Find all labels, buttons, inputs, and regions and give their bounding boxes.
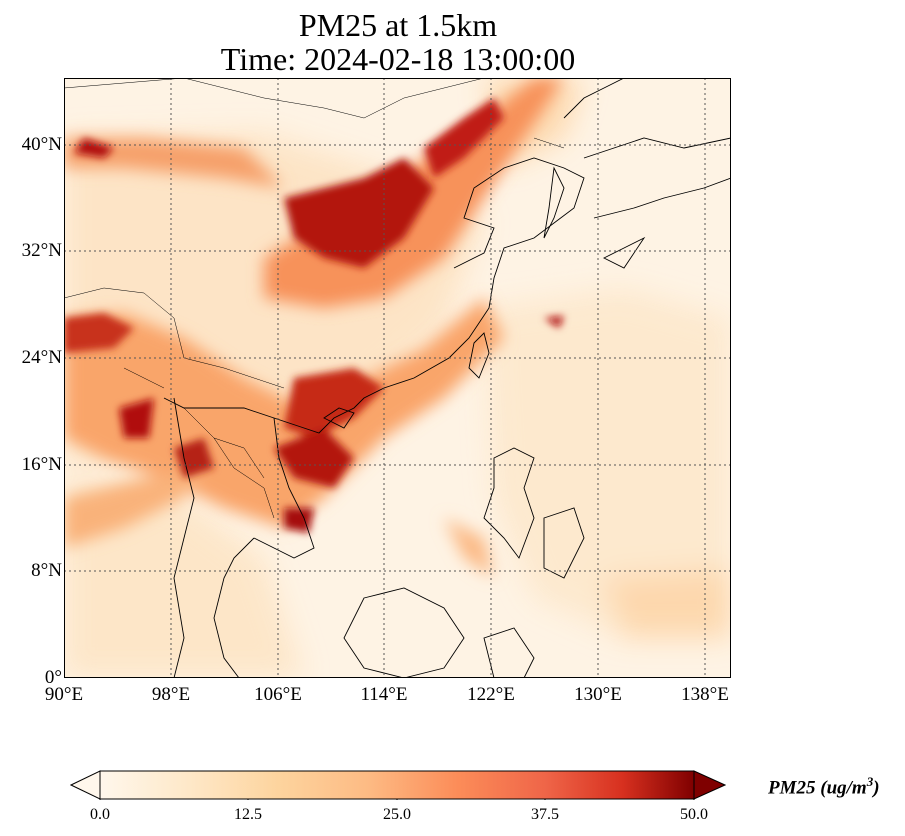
lat-tick-32n: 32°N [21, 240, 62, 261]
colorbar [70, 770, 726, 800]
colorbar-label-superscript: 3 [866, 774, 874, 789]
lon-tick-130e: 130°E [574, 684, 622, 705]
coastlines [163, 78, 731, 678]
lat-tick-8n: 8°N [31, 560, 62, 581]
colorbar-max-extend [693, 770, 726, 800]
colorbar-tick-12-5: 12.5 [234, 806, 262, 823]
lon-tick-138e: 138°E [681, 684, 729, 705]
colorbar-tick-0: 0.0 [90, 806, 110, 823]
colorbar-tick-25: 25.0 [383, 806, 411, 823]
lon-tick-90e: 90°E [44, 684, 84, 705]
lat-tick-24n: 24°N [21, 347, 62, 368]
map-border [64, 78, 731, 678]
colorbar-label-close: ) [873, 777, 880, 799]
country-borders [64, 78, 565, 519]
lat-tick-40n: 40°N [21, 134, 62, 155]
map-time-subtitle: Time: 2024-02-18 13:00:00 [220, 41, 576, 77]
pm25-plume-high [64, 98, 564, 533]
colorbar-tick-37-5: 37.5 [531, 806, 559, 823]
pm25-map [64, 78, 731, 678]
lon-tick-122e: 122°E [467, 684, 515, 705]
colorbar-label: PM25 (ug/m3) [768, 774, 880, 799]
lon-tick-114e: 114°E [360, 684, 408, 705]
map-title: PM25 at 1.5km [298, 7, 498, 43]
lat-tick-16n: 16°N [21, 454, 62, 475]
colorbar-label-text: PM25 (ug/m [768, 777, 867, 799]
lon-tick-106e: 106°E [254, 684, 302, 705]
colorbar-tick-50: 50.0 [680, 806, 708, 823]
colorbar-gradient [99, 770, 695, 800]
lat-tick-0: 0° [44, 667, 62, 688]
graticule [64, 78, 731, 678]
colorbar-min-extend [70, 770, 101, 800]
lon-tick-98e: 98°E [151, 684, 191, 705]
